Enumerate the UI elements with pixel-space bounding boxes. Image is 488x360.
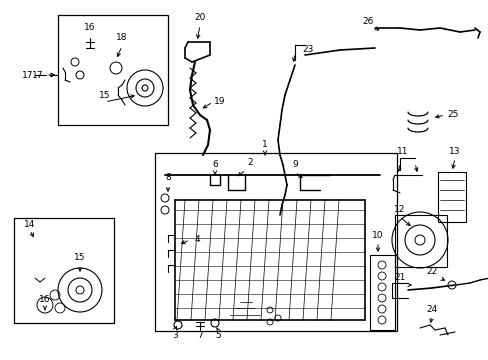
Text: 9: 9	[291, 161, 297, 170]
Bar	[155, 153, 396, 331]
Text: 16: 16	[84, 22, 96, 31]
Text: 17: 17	[22, 71, 34, 80]
Text: 19: 19	[214, 98, 225, 107]
Text: 5: 5	[215, 332, 221, 341]
Text: 22: 22	[426, 267, 437, 276]
Text: 7: 7	[197, 332, 203, 341]
Bar	[58, 15, 168, 125]
Bar	[369, 255, 394, 330]
Text: 18: 18	[116, 33, 127, 42]
Text: 14: 14	[24, 220, 36, 230]
Bar	[437, 172, 465, 222]
Text: 25: 25	[447, 111, 458, 120]
Text: 4: 4	[194, 235, 200, 244]
Text: 8: 8	[165, 174, 170, 183]
Text: 15: 15	[99, 90, 110, 99]
Text: 10: 10	[371, 230, 383, 239]
Text: 26: 26	[362, 18, 373, 27]
Text: 24: 24	[426, 306, 437, 315]
Text: 17: 17	[32, 71, 43, 80]
Text: 16: 16	[39, 296, 51, 305]
Text: 23: 23	[302, 45, 313, 54]
Bar	[14, 218, 114, 323]
Text: 6: 6	[212, 161, 218, 170]
Text: 21: 21	[393, 274, 405, 283]
Text: 3: 3	[172, 332, 178, 341]
Text: 12: 12	[393, 206, 405, 215]
Text: 11: 11	[396, 148, 408, 157]
Bar	[394, 215, 446, 267]
Text: 13: 13	[448, 148, 460, 157]
Text: 20: 20	[194, 13, 205, 22]
Text: 2: 2	[246, 158, 252, 167]
Text: 15: 15	[74, 253, 85, 262]
Text: 1: 1	[262, 140, 267, 149]
